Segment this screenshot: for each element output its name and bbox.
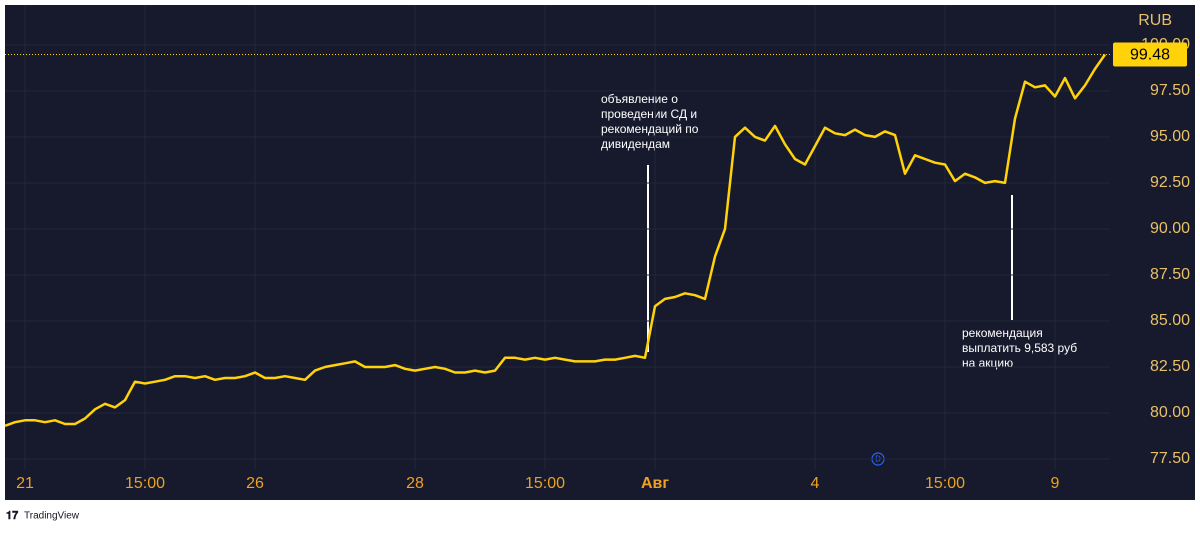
x-tick-label: 26 (246, 475, 264, 492)
last-price-label: 99.48 (1130, 47, 1170, 64)
brand-logo: 𝟏𝟕 (6, 510, 19, 522)
annotation-text: выплатить 9,583 руб (962, 341, 1077, 355)
y-tick-label: 82.50 (1150, 358, 1190, 375)
last-price-box (1113, 42, 1187, 67)
y-tick-label: 92.50 (1150, 174, 1190, 191)
y-tick-label: 77.50 (1150, 450, 1190, 467)
annotation-text: объявление о (601, 92, 678, 106)
annotation-text: рекомендаций по (601, 122, 699, 136)
currency-label: RUB (1138, 12, 1172, 29)
annotation-text: на акцию (962, 356, 1013, 370)
x-tick-label: 28 (406, 475, 424, 492)
x-tick-label: 15:00 (925, 475, 965, 492)
brand-name: TradingView (24, 511, 80, 522)
y-tick-label: 85.00 (1150, 312, 1190, 329)
x-tick-label: 15:00 (525, 475, 565, 492)
grid (5, 5, 1110, 470)
annotation-text: дивидендам (601, 137, 670, 151)
y-tick-label: 97.50 (1150, 82, 1190, 99)
x-tick-label: 9 (1051, 475, 1060, 492)
y-tick-label: 80.00 (1150, 404, 1190, 421)
x-tick-label: 4 (811, 475, 820, 492)
chart-background (5, 5, 1195, 500)
x-tick-label: Авг (641, 475, 669, 492)
y-tick-label: 95.00 (1150, 128, 1190, 145)
x-tick-label: 21 (16, 475, 34, 492)
annotation-text: рекомендация (962, 326, 1043, 340)
x-tick-label: 15:00 (125, 475, 165, 492)
price-line (4, 53, 1107, 427)
annotation-text: проведении СД и (601, 107, 697, 121)
y-tick-label: 87.50 (1150, 266, 1190, 283)
y-tick-label: 90.00 (1150, 220, 1190, 237)
